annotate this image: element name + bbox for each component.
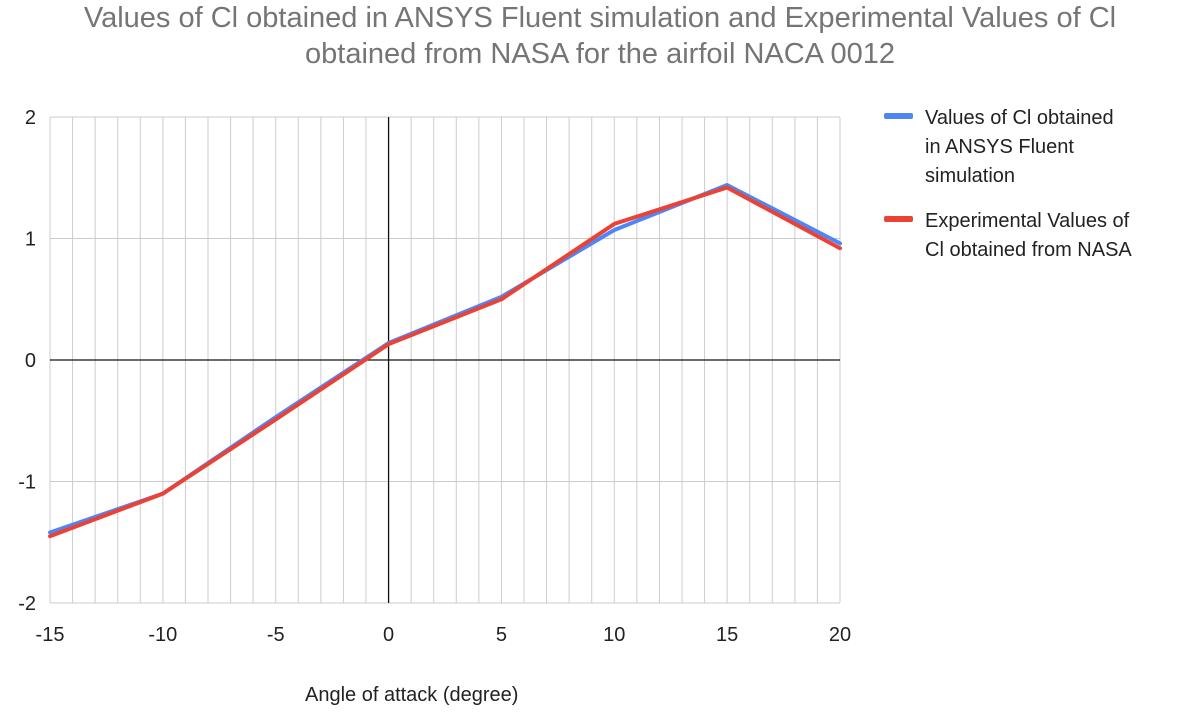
series-lines: [48, 183, 842, 539]
x-tick-label: 10: [603, 624, 625, 646]
legend-label-line: Values of Cl obtained: [925, 107, 1114, 129]
axes: [50, 117, 840, 603]
legend-label-line: Experimental Values of: [925, 210, 1130, 232]
legend-label-line: Cl obtained from NASA: [925, 239, 1132, 261]
x-tick-label: 15: [716, 624, 738, 646]
legend-swatch-experimental: [884, 216, 913, 222]
x-tick-label: -15: [36, 624, 65, 646]
series-line-experimental: [48, 185, 842, 539]
y-tick-label: 1: [25, 229, 36, 251]
y-tick-label: -2: [18, 593, 36, 615]
y-tick-label: 0: [25, 350, 36, 372]
x-tick-label: -5: [267, 624, 285, 646]
legend-label-line: in ANSYS Fluent: [925, 136, 1074, 158]
series-line-simulation: [48, 183, 842, 535]
legend-item-simulation: Values of Cl obtained in ANSYS Fluent si…: [880, 104, 1200, 191]
y-tick-label: -1: [18, 472, 36, 494]
x-tick-label: 0: [383, 624, 394, 646]
x-tick-label: 20: [829, 624, 851, 646]
y-tick-label: 2: [25, 107, 36, 129]
x-tick-label: -10: [148, 624, 177, 646]
chart-title-line-1: Values of Cl obtained in ANSYS Fluent si…: [83, 2, 1117, 34]
legend-swatch-simulation: [884, 113, 913, 119]
x-axis-title: Angle of attack (degree): [305, 684, 519, 706]
x-tick-label: 5: [496, 624, 507, 646]
chart-title-line-2: obtained from NASA for the airfoil NACA …: [305, 38, 895, 70]
legend-item-experimental: Experimental Values of Cl obtained from …: [880, 207, 1200, 265]
legend-label-line: simulation: [925, 165, 1016, 187]
legend: Values of Cl obtained in ANSYS Fluent si…: [880, 104, 1200, 281]
